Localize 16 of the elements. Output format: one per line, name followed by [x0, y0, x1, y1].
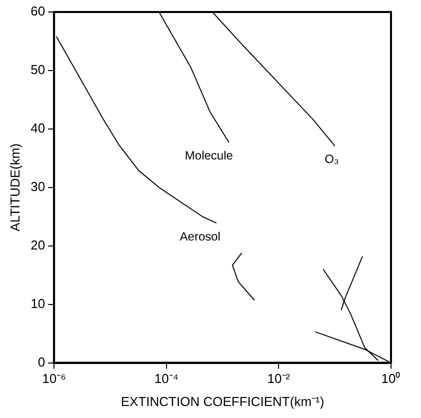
x-tick-label: 10⁰	[381, 371, 401, 386]
y-tick-label: 60	[30, 4, 46, 19]
y-tick-label: 10	[30, 296, 46, 311]
series-label: O₃	[324, 152, 339, 166]
series-label: Molecule	[184, 148, 234, 163]
series-label: Aerosol	[180, 229, 220, 244]
x-axis-title: EXTINCTION COEFFICIENT(km⁻¹)	[120, 394, 324, 409]
x-tick-label: 10⁻⁴	[154, 371, 178, 386]
x-tick-label: 10⁻²	[267, 371, 291, 386]
y-tick-label: 30	[30, 178, 46, 194]
x-tick-label: 10⁻⁶	[42, 371, 66, 386]
y-axis-title: ALTITUDE(km)	[7, 143, 22, 232]
y-tick-label: 20	[30, 237, 46, 252]
y-tick-label: 0	[38, 354, 46, 370]
y-tick-label: 40	[30, 120, 46, 136]
y-tick-label: 50	[30, 62, 46, 78]
